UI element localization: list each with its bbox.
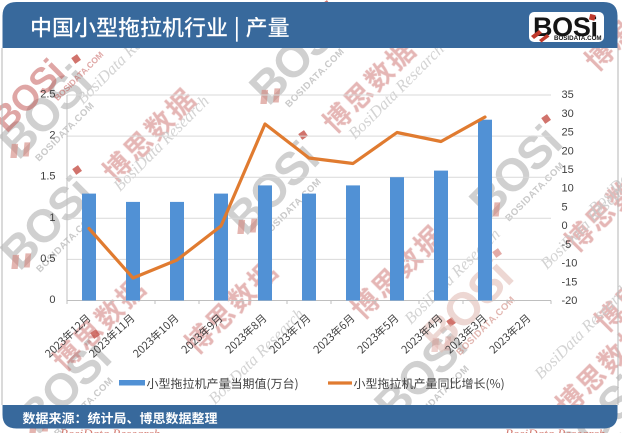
svg-text:20: 20 <box>562 145 574 157</box>
svg-text:2.5: 2.5 <box>40 89 55 101</box>
svg-text:BOSIDATA.COM: BOSIDATA.COM <box>554 35 602 42</box>
svg-text:BosiData Research: BosiData Research <box>60 426 160 433</box>
svg-text:35: 35 <box>562 89 574 101</box>
svg-text:1: 1 <box>49 212 55 224</box>
svg-text:-20: -20 <box>562 295 578 307</box>
svg-text:BosiData Research: BosiData Research <box>505 426 605 433</box>
svg-text:0: 0 <box>49 294 55 306</box>
svg-text:30: 30 <box>562 108 574 120</box>
svg-text:0.5: 0.5 <box>40 253 55 265</box>
svg-text:-15: -15 <box>562 276 578 288</box>
svg-text:0: 0 <box>562 220 568 232</box>
svg-text:1.5: 1.5 <box>40 171 55 183</box>
svg-text:15: 15 <box>562 164 574 176</box>
svg-text:25: 25 <box>562 127 574 139</box>
svg-text:2: 2 <box>49 130 55 142</box>
svg-text:10: 10 <box>562 183 574 195</box>
svg-text:-5: -5 <box>562 239 572 251</box>
svg-text:5: 5 <box>562 201 568 213</box>
svg-text:-10: -10 <box>562 258 578 270</box>
